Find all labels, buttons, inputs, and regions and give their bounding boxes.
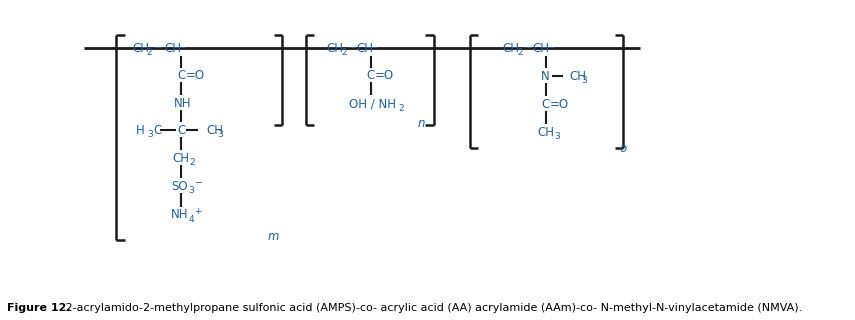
Text: 2: 2 — [398, 103, 404, 113]
Text: CH: CH — [164, 42, 181, 54]
Text: NH: NH — [171, 209, 188, 221]
Text: C: C — [153, 124, 162, 137]
Text: CH: CH — [532, 42, 549, 54]
Text: o: o — [620, 141, 627, 155]
Text: n: n — [418, 116, 425, 130]
Text: CH: CH — [537, 125, 554, 139]
Text: ─: ─ — [348, 42, 355, 54]
Text: ─: ─ — [369, 42, 376, 54]
Text: C: C — [177, 68, 186, 82]
Text: CH: CH — [569, 69, 587, 83]
Text: 2: 2 — [517, 47, 522, 57]
Text: ─: ─ — [154, 42, 162, 54]
Text: =O: =O — [550, 98, 569, 110]
Text: ─: ─ — [545, 42, 553, 54]
Text: 3: 3 — [189, 186, 194, 195]
Text: ─: ─ — [524, 42, 531, 54]
Text: m: m — [268, 230, 280, 244]
Text: 4: 4 — [189, 214, 194, 223]
Text: H: H — [136, 124, 144, 137]
Text: −: − — [195, 178, 203, 188]
Text: 3: 3 — [581, 76, 587, 84]
Text: ─: ─ — [177, 42, 184, 54]
Text: Figure 12.: Figure 12. — [7, 303, 70, 313]
Text: =O: =O — [186, 68, 204, 82]
Text: N: N — [541, 69, 550, 83]
Text: 3: 3 — [217, 130, 223, 139]
Text: OH / NH: OH / NH — [349, 98, 396, 110]
Text: 2: 2 — [146, 47, 152, 57]
Text: C: C — [541, 98, 550, 110]
Text: 2-acrylamido-2-methylpropane sulfonic acid (AMPS)-co- acrylic acid (AA) acrylami: 2-acrylamido-2-methylpropane sulfonic ac… — [62, 303, 803, 313]
Text: 2: 2 — [190, 157, 195, 166]
Text: 3: 3 — [554, 132, 560, 140]
Text: =O: =O — [374, 68, 394, 82]
Text: CH: CH — [327, 42, 344, 54]
Text: CH: CH — [173, 151, 190, 164]
Text: 3: 3 — [147, 130, 153, 139]
Text: SO: SO — [171, 180, 188, 193]
Text: 2: 2 — [341, 47, 346, 57]
Text: C: C — [177, 124, 186, 137]
Text: CH: CH — [206, 124, 223, 137]
Text: C: C — [367, 68, 374, 82]
Text: +: + — [195, 206, 202, 215]
Text: CH: CH — [133, 42, 150, 54]
Text: CH: CH — [503, 42, 520, 54]
Text: NH: NH — [174, 97, 192, 109]
Text: CH: CH — [357, 42, 374, 54]
